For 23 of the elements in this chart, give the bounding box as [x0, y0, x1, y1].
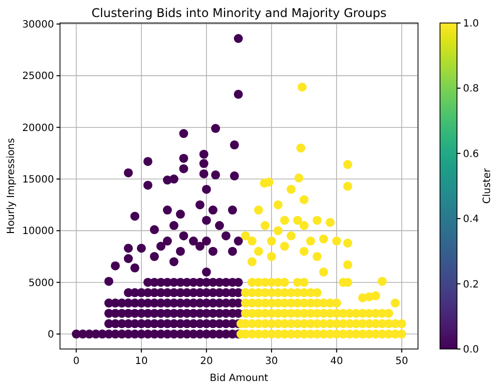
x-tick-label: 30	[265, 356, 278, 367]
y-tick-label: 25000	[22, 71, 54, 82]
x-tick-label: 10	[134, 356, 148, 367]
color-bar-label: 0.0	[463, 344, 479, 356]
color-bar-label: 0.6	[463, 148, 479, 160]
color-bar-label: 0.2	[463, 279, 479, 290]
color-bar-label: 0.4	[463, 214, 479, 226]
x-tick-label: 40	[330, 356, 344, 367]
x-tick-label: 0	[73, 356, 80, 367]
x-tick-label: 50	[395, 356, 408, 367]
chart-title: Clustering Bids into Minority and Majority Groups	[92, 6, 386, 20]
y-tick-label: 10000	[22, 226, 54, 238]
y-tick-label: 5000	[28, 278, 54, 289]
color-bar-label: 1.0	[463, 18, 479, 30]
color-bar-title: Cluster	[482, 167, 493, 204]
y-tick-label: 15000	[22, 174, 54, 186]
y-tick-label: 0	[48, 330, 54, 341]
x-axis-title: Bid Amount	[210, 373, 268, 384]
color-bar-label: 0.8	[463, 84, 479, 95]
y-tick-label: 30000	[22, 20, 54, 31]
y-tick-label: 20000	[22, 122, 54, 134]
y-axis-title: Hourly Impressions	[6, 138, 17, 234]
x-tick-label: 20	[200, 356, 213, 367]
